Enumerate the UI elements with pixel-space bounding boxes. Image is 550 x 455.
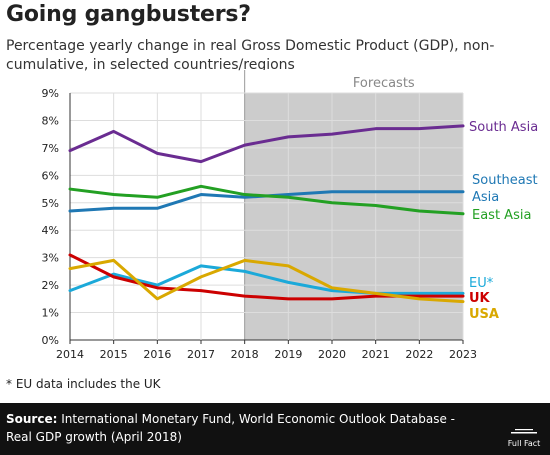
- label-east-asia: East Asia: [472, 208, 531, 223]
- y-tick-label: 6%: [42, 169, 59, 182]
- footnote: * EU data includes the UK: [6, 377, 161, 391]
- y-tick-label: 7%: [42, 142, 59, 155]
- y-tick-label: 9%: [42, 87, 59, 100]
- label-southeast-asia-line2: Asia: [472, 190, 499, 205]
- label-southeast-asia-line1: Southeast: [472, 173, 538, 188]
- y-tick-label: 2%: [42, 279, 59, 292]
- series-line-usa: [68, 258, 465, 304]
- y-tick-label: 1%: [42, 307, 59, 320]
- y-tick-label: 0%: [42, 334, 59, 347]
- x-tick-label: 2018: [231, 348, 259, 361]
- source-label: Source:: [6, 412, 58, 426]
- label-uk: UK: [469, 291, 491, 306]
- y-tick-label: 3%: [42, 252, 59, 265]
- y-tick-label: 8%: [42, 114, 59, 127]
- y-tick-label: 5%: [42, 197, 59, 210]
- x-tick-label: 2023: [449, 348, 477, 361]
- x-tick-label: 2020: [318, 348, 346, 361]
- source-text: Source: International Monetary Fund, Wor…: [6, 410, 476, 446]
- source-body: International Monetary Fund, World Econo…: [6, 412, 455, 444]
- y-tick-label: 4%: [42, 224, 59, 237]
- series-line-south-asia: [68, 124, 465, 164]
- forecast-label: Forecasts: [353, 76, 415, 91]
- x-tick-label: 2017: [187, 348, 215, 361]
- x-tick-label: 2014: [56, 348, 84, 361]
- x-tick-label: 2019: [274, 348, 302, 361]
- full-fact-logo: Full Fact: [508, 429, 541, 448]
- logo-text: Full Fact: [508, 439, 541, 448]
- label-eu: EU*: [469, 276, 494, 291]
- chart-subtitle: Percentage yearly change in real Gross D…: [6, 38, 495, 73]
- x-tick-label: 2022: [405, 348, 433, 361]
- label-usa: USA: [469, 307, 499, 322]
- series-line-east-asia: [68, 184, 465, 216]
- label-south-asia: South Asia: [469, 120, 538, 135]
- line-chart: Forecasts 0% 1% 2% 3% 4% 5% 6% 7% 8% 9% 2014 2015 20…: [42, 70, 538, 361]
- x-tick-label: 2015: [100, 348, 128, 361]
- source-bar: Source: International Monetary Fund, Wor…: [0, 403, 550, 455]
- chart-title: Going gangbusters?: [6, 2, 251, 27]
- x-tick-label: 2016: [143, 348, 171, 361]
- x-tick-label: 2021: [362, 348, 390, 361]
- forecast-header-bg: [244, 70, 463, 93]
